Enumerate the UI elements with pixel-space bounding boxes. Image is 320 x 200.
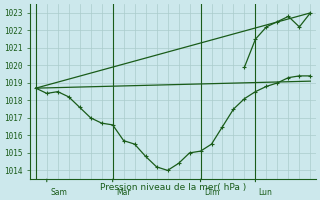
Text: Lun: Lun <box>259 188 273 197</box>
X-axis label: Pression niveau de la mer( hPa ): Pression niveau de la mer( hPa ) <box>100 183 246 192</box>
Text: Dim: Dim <box>204 188 219 197</box>
Text: Mar: Mar <box>116 188 131 197</box>
Text: Sam: Sam <box>50 188 67 197</box>
